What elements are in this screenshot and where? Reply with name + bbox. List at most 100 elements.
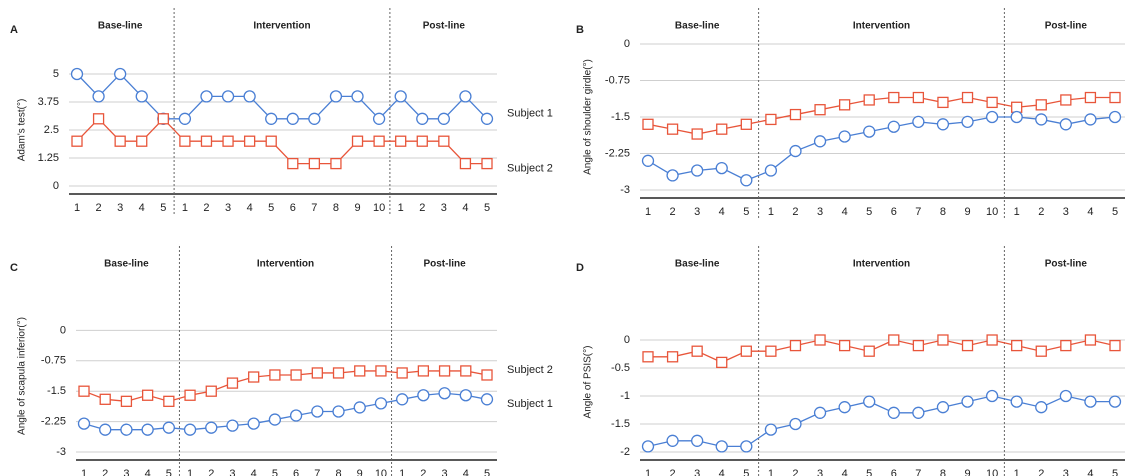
series-label: Subject 1 [507, 398, 553, 410]
data-point [92, 113, 105, 125]
x-tick-label: 2 [208, 468, 214, 476]
data-point [1059, 389, 1072, 403]
data-point [247, 417, 260, 430]
data-point [99, 393, 111, 405]
panel-label: A [10, 24, 18, 36]
y-tick-label: -0.5 [611, 362, 630, 374]
data-point [226, 377, 239, 389]
y-tick-label: -2.25 [605, 147, 630, 159]
x-tick-label: 5 [484, 468, 490, 476]
x-tick-label: 8 [940, 206, 946, 218]
data-point [200, 135, 213, 147]
data-point [162, 421, 175, 434]
x-tick-label: 2 [670, 206, 676, 218]
data-point [351, 135, 364, 147]
x-tick-label: 8 [940, 468, 946, 476]
x-tick-label: 8 [335, 468, 341, 476]
data-point [715, 161, 728, 175]
phase-label: Intervention [253, 21, 310, 32]
x-tick-label: 1 [645, 468, 651, 476]
data-point [417, 389, 430, 402]
x-tick-label: 2 [792, 206, 798, 218]
data-point [789, 108, 802, 121]
data-point [99, 423, 112, 436]
data-point [157, 113, 169, 125]
data-point [179, 135, 191, 147]
data-point [814, 104, 826, 116]
data-point [985, 389, 999, 403]
y-tick-label: -0.75 [605, 74, 630, 86]
data-point [438, 365, 451, 377]
x-tick-label: 4 [463, 468, 469, 476]
data-point [373, 135, 385, 147]
data-point [78, 385, 90, 397]
data-point [813, 135, 827, 148]
data-point [1010, 395, 1023, 408]
data-point [351, 90, 364, 103]
data-point [888, 91, 900, 104]
data-point [691, 345, 703, 357]
x-tick-label: 7 [311, 202, 317, 214]
data-point [961, 339, 974, 352]
y-tick-label: -0.75 [41, 355, 66, 367]
data-point [1035, 113, 1048, 126]
data-point [269, 369, 281, 381]
data-point [1035, 99, 1047, 111]
x-tick-label: 10 [373, 202, 385, 214]
y-tick-label: -1.5 [47, 385, 66, 397]
data-point [437, 112, 450, 125]
data-point [936, 118, 950, 131]
data-point [184, 389, 196, 401]
data-point [838, 401, 851, 414]
y-axis-title: Angle of PSIS(°) [583, 346, 594, 419]
y-axis-title: Adam's test(°) [17, 99, 28, 162]
data-point [765, 113, 777, 126]
x-tick-label: 2 [1038, 468, 1044, 476]
y-tick-label: -3 [56, 446, 66, 458]
x-tick-label: 5 [166, 468, 172, 476]
data-point [666, 169, 679, 182]
data-point [480, 393, 494, 406]
x-tick-label: 4 [719, 468, 725, 476]
x-tick-label: 10 [986, 468, 998, 476]
data-point [1011, 101, 1023, 113]
x-tick-label: 5 [484, 202, 490, 214]
series-label: Subject 1 [507, 108, 553, 120]
x-tick-label: 6 [293, 468, 299, 476]
data-point [353, 401, 366, 414]
x-tick-label: 2 [792, 468, 798, 476]
data-point [289, 409, 303, 422]
data-point [243, 135, 256, 147]
data-point [666, 351, 679, 363]
panel: B Angle of shoulder girdle(°) -3 -2.25 -1.5 -… [576, 8, 1125, 218]
y-tick-label: 0 [624, 334, 630, 346]
x-tick-label: 4 [842, 206, 848, 218]
x-tick-label: 4 [139, 202, 145, 214]
data-point [329, 90, 343, 103]
data-point [1084, 395, 1097, 408]
phase-label: Base-line [98, 21, 143, 32]
x-tick-label: 3 [694, 468, 700, 476]
x-tick-label: 5 [743, 206, 749, 218]
data-point [838, 99, 851, 111]
x-tick-label: 5 [160, 202, 166, 214]
data-point [641, 440, 655, 453]
data-point [1011, 339, 1023, 352]
phase-label: Base-line [104, 259, 149, 270]
data-point [642, 351, 654, 363]
panel-label: B [576, 24, 584, 36]
x-tick-label: 3 [694, 206, 700, 218]
x-tick-label: 5 [1112, 468, 1118, 476]
y-tick-label: 0 [60, 324, 66, 336]
data-point [459, 157, 472, 170]
x-tick-label: 3 [1063, 206, 1069, 218]
x-tick-label: 4 [719, 206, 725, 218]
data-point [937, 96, 949, 109]
data-point [163, 395, 175, 407]
x-tick-label: 5 [1112, 206, 1118, 218]
data-point [912, 115, 925, 129]
x-tick-label: 3 [442, 468, 448, 476]
data-point [330, 157, 342, 170]
data-point [1084, 334, 1097, 346]
x-tick-label: 3 [123, 468, 129, 476]
